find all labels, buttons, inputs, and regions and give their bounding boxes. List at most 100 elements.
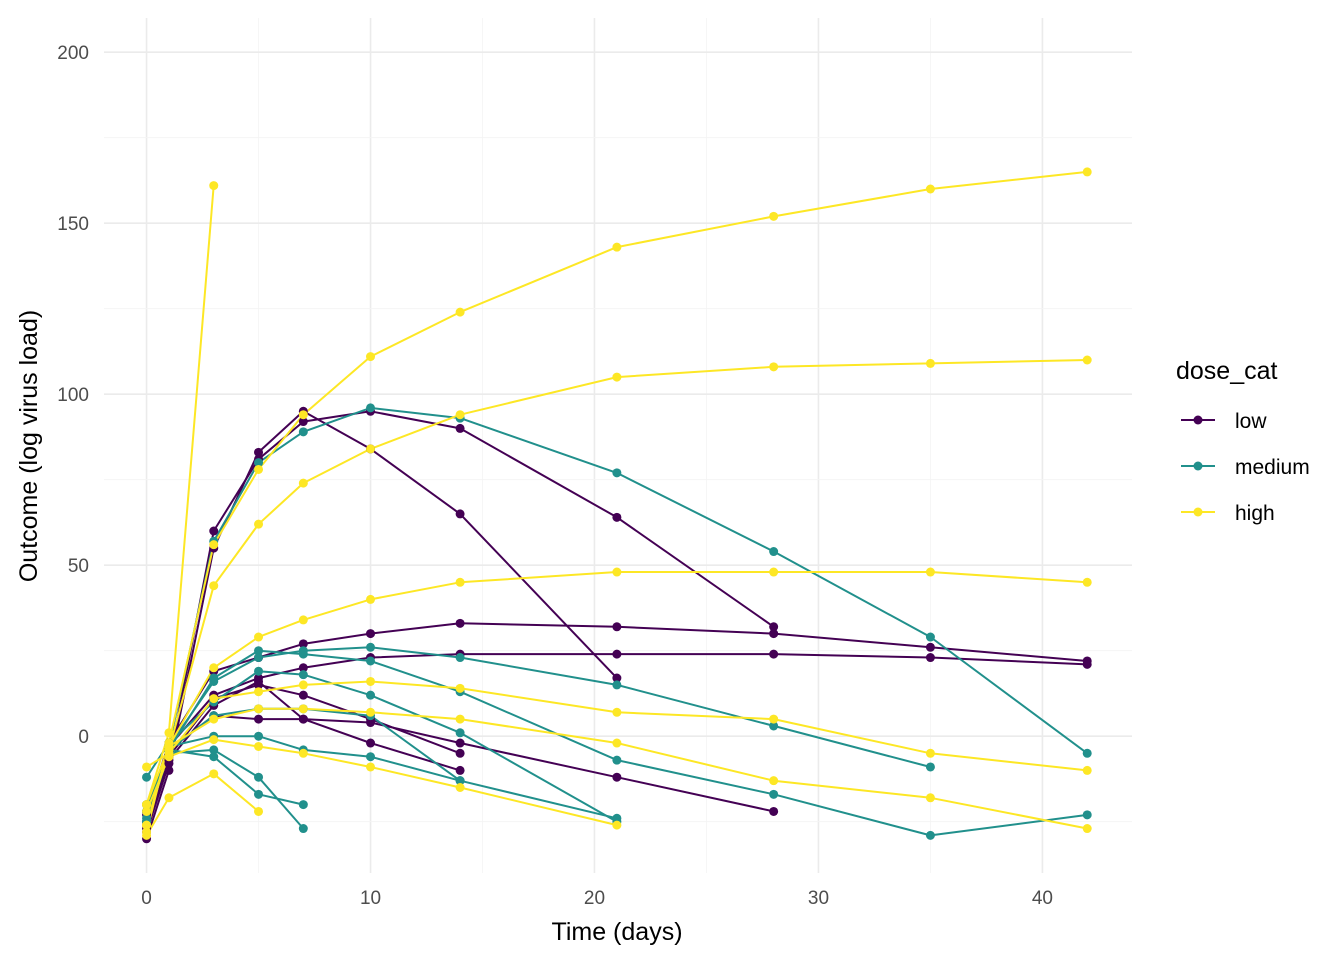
data-point-low <box>254 676 264 686</box>
data-point-medium <box>612 813 622 823</box>
data-point-high <box>612 820 622 830</box>
data-point-high <box>769 776 779 786</box>
legend-key-point <box>1193 507 1203 517</box>
data-point-high <box>209 663 219 673</box>
data-point-high <box>298 410 308 420</box>
data-point-low <box>769 649 779 659</box>
data-point-high <box>1082 824 1092 834</box>
data-point-medium <box>209 745 219 755</box>
y-tick-label: 50 <box>68 556 89 577</box>
legend: dose_cat low medium high <box>1176 357 1310 525</box>
data-point-high <box>164 728 174 738</box>
data-point-high <box>366 444 376 454</box>
data-point-medium <box>254 653 264 663</box>
data-point-high <box>455 410 465 420</box>
data-point-medium <box>298 800 308 810</box>
data-point-medium <box>366 403 376 413</box>
data-point-medium <box>142 772 152 782</box>
legend-label: medium <box>1235 456 1310 479</box>
data-point-high <box>769 362 779 372</box>
data-point-low <box>455 423 465 433</box>
series-points <box>142 167 1092 844</box>
data-point-high <box>366 676 376 686</box>
data-point-low <box>1082 659 1092 669</box>
y-tick-label: 150 <box>57 214 89 235</box>
data-point-high <box>366 707 376 717</box>
series-line-medium <box>145 646 931 812</box>
data-point-medium <box>769 789 779 799</box>
x-axis-ticks: 0 10 20 30 40 <box>141 888 1053 909</box>
legend-key-point <box>1193 461 1203 471</box>
data-point-high <box>164 741 174 751</box>
data-point-high <box>142 830 152 840</box>
x-tick-label: 10 <box>360 888 381 909</box>
data-point-high <box>455 714 465 724</box>
data-point-high <box>612 242 622 252</box>
data-point-medium <box>298 646 308 656</box>
data-point-high <box>769 714 779 724</box>
data-point-high <box>142 820 152 830</box>
data-point-high <box>254 704 264 714</box>
data-point-high <box>366 352 376 362</box>
data-point-high <box>455 307 465 317</box>
data-point-medium <box>209 752 219 762</box>
data-point-high <box>142 800 152 810</box>
data-point-low <box>298 639 308 649</box>
data-point-high <box>612 738 622 748</box>
data-point-low <box>298 714 308 724</box>
data-point-high <box>1082 167 1092 177</box>
data-point-high <box>209 181 219 191</box>
legend-key-point <box>1193 415 1203 425</box>
data-point-low <box>769 622 779 632</box>
data-point-medium <box>366 752 376 762</box>
data-point-high <box>209 540 219 550</box>
data-point-medium <box>254 731 264 741</box>
data-point-low <box>298 663 308 673</box>
data-point-low <box>298 417 308 427</box>
series-line-high <box>145 738 618 827</box>
data-point-low <box>254 447 264 457</box>
data-point-low <box>455 765 465 775</box>
data-point-high <box>298 680 308 690</box>
data-point-high <box>298 478 308 488</box>
y-tick-label: 200 <box>57 43 89 64</box>
data-point-low <box>925 653 935 663</box>
data-point-medium <box>612 755 622 765</box>
x-tick-label: 40 <box>1032 888 1053 909</box>
legend-label: low <box>1235 410 1267 433</box>
data-point-medium <box>298 670 308 680</box>
x-tick-label: 20 <box>584 888 605 909</box>
y-tick-label: 0 <box>78 727 89 748</box>
data-point-high <box>298 748 308 758</box>
data-point-medium <box>455 653 465 663</box>
x-axis-title: Time (days) <box>551 918 682 946</box>
data-point-high <box>164 793 174 803</box>
legend-item-high: high <box>1181 502 1275 525</box>
data-point-high <box>209 694 219 704</box>
data-point-high <box>298 704 308 714</box>
data-point-low <box>612 673 622 683</box>
data-point-high <box>142 762 152 772</box>
data-point-medium <box>769 721 779 731</box>
data-point-medium <box>254 666 264 676</box>
data-point-high <box>254 806 264 816</box>
data-point-high <box>925 748 935 758</box>
data-point-medium <box>455 776 465 786</box>
data-point-high <box>925 793 935 803</box>
data-point-high <box>254 519 264 529</box>
data-point-medium <box>298 427 308 437</box>
y-axis-title: Outcome (log virus load) <box>15 310 43 582</box>
data-point-low <box>612 512 622 522</box>
data-point-medium <box>925 632 935 642</box>
data-point-high <box>209 769 219 779</box>
data-point-low <box>366 738 376 748</box>
data-point-low <box>925 642 935 652</box>
data-point-high <box>925 184 935 194</box>
data-point-medium <box>366 690 376 700</box>
data-point-low <box>455 509 465 519</box>
data-point-medium <box>1082 748 1092 758</box>
series-line-high <box>145 170 1088 833</box>
data-point-high <box>164 752 174 762</box>
data-point-low <box>366 629 376 639</box>
